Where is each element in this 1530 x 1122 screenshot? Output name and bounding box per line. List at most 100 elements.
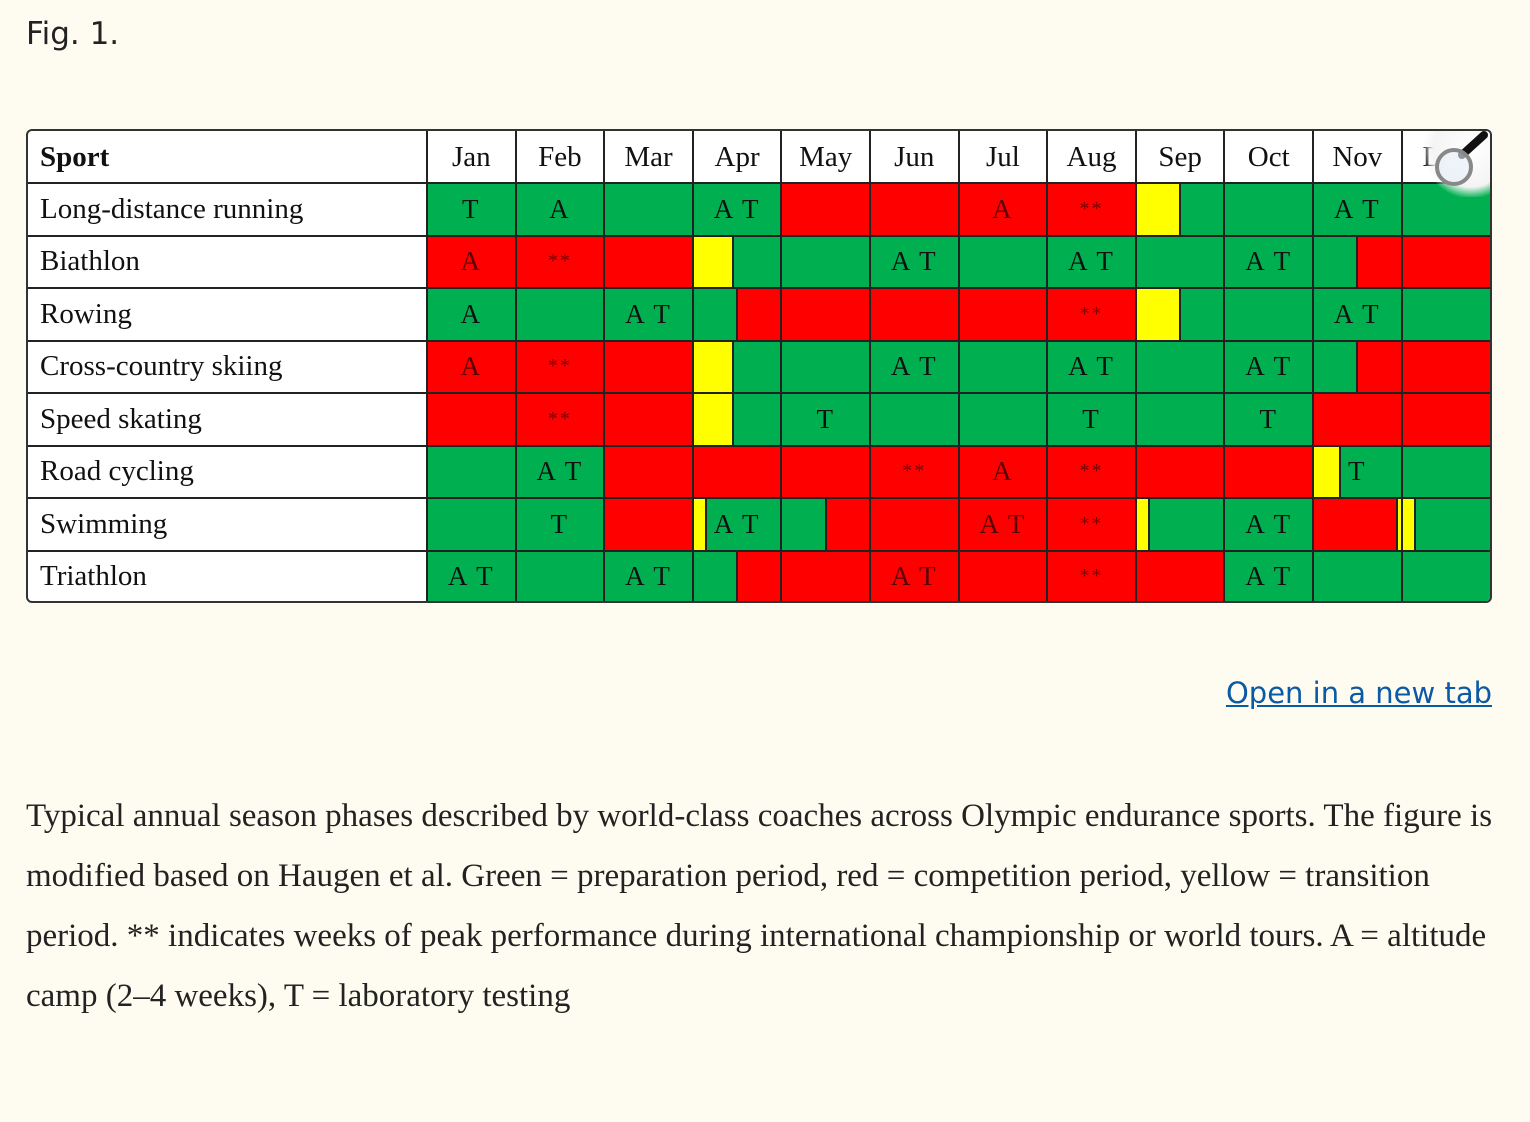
phase-segment [427, 550, 738, 601]
cell-marker: A T [713, 508, 761, 539]
cell-marker: T [816, 403, 835, 434]
header-month: Sep [1158, 140, 1202, 173]
phase-segment [737, 550, 1225, 601]
segment-divider [1413, 498, 1416, 551]
row-divider [28, 549, 1490, 552]
cell-marker: ** [1079, 302, 1104, 325]
row-divider [28, 182, 1490, 184]
segment-divider [1179, 183, 1182, 236]
phase-segment [427, 340, 693, 393]
magnifier-icon [1435, 131, 1488, 186]
row-divider [28, 287, 1490, 289]
segment-divider [731, 393, 734, 446]
segment-divider [1338, 445, 1341, 498]
cell-marker: A T [1333, 193, 1381, 224]
cell-marker: A [992, 193, 1014, 224]
phase-segment [692, 498, 707, 551]
header-month: Jan [451, 140, 491, 173]
phase-segment [1357, 340, 1490, 393]
column-divider [1400, 131, 1403, 601]
phase-segment [1149, 498, 1313, 551]
phase-segment [732, 340, 1358, 393]
row-divider [28, 234, 1490, 237]
header-month: Jun [894, 140, 935, 173]
row-label-sport: Swimming [40, 507, 168, 540]
cell-marker: A T [625, 298, 672, 329]
cell-marker: A [460, 298, 483, 329]
figure-label: Fig. 1. [26, 16, 120, 52]
header-month: Nov [1332, 140, 1383, 173]
cell-marker: A T [979, 508, 1027, 539]
cell-marker: ** [547, 407, 572, 430]
phase-segment [1135, 288, 1181, 341]
column-divider [1046, 131, 1049, 601]
column-divider [780, 131, 783, 601]
column-divider [514, 131, 517, 601]
header-month: Oct [1247, 140, 1290, 173]
phase-segment [825, 498, 1136, 551]
cell-marker: ** [1079, 512, 1104, 535]
row-divider [28, 497, 1490, 499]
row-divider [28, 444, 1490, 447]
row-divider [28, 339, 1490, 342]
row-label-sport: Speed skating [40, 402, 202, 435]
row-label-sport: Road cycling [40, 455, 194, 488]
row-label-sport: Cross-country skiing [40, 350, 283, 383]
row-label-sport: Triathlon [40, 560, 147, 593]
column-divider [426, 131, 428, 601]
column-divider [1134, 131, 1137, 601]
phase-segment [604, 498, 693, 551]
column-divider [869, 131, 871, 601]
header-month: Apr [714, 140, 760, 173]
cell-marker: A T [1245, 351, 1293, 382]
cell-marker: A [549, 193, 571, 224]
cell-marker: ** [547, 355, 572, 378]
season-phases-figure: SportJanFebMarAprMayJunJulAugSepOctNovDe… [26, 129, 1492, 603]
column-divider [691, 131, 694, 601]
header-month: Feb [538, 140, 582, 173]
cell-marker: ** [1079, 565, 1104, 588]
column-divider [1223, 131, 1226, 601]
cell-marker: T [1348, 456, 1367, 487]
cell-marker: ** [902, 460, 927, 483]
cell-marker: T [1082, 403, 1101, 434]
header-month: May [799, 140, 853, 173]
open-in-new-tab-link[interactable]: Open in a new tab [1225, 676, 1492, 710]
phase-segment [692, 340, 733, 393]
segment-divider [736, 550, 739, 601]
segment-divider [1148, 498, 1151, 551]
phase-segment [427, 235, 693, 288]
cell-marker: A [992, 456, 1014, 487]
cell-marker: A T [447, 561, 495, 592]
header-month: Jul [985, 140, 1020, 173]
phase-segment [1135, 498, 1150, 551]
phase-segment [692, 393, 733, 446]
cell-marker: ** [1079, 460, 1104, 483]
cell-marker: A T [713, 193, 761, 224]
cell-marker: A T [890, 246, 938, 277]
cell-marker: A T [1068, 351, 1115, 382]
cell-marker: A T [1333, 298, 1381, 329]
phase-segment [1357, 235, 1490, 288]
cell-marker: A T [625, 561, 672, 592]
cell-marker: A T [536, 456, 584, 487]
header-month: Aug [1066, 140, 1117, 173]
cell-marker: ** [1079, 197, 1104, 220]
phase-segment [1339, 445, 1490, 498]
cell-marker: A T [1245, 561, 1293, 592]
cell-marker: A T [890, 351, 938, 382]
row-divider [28, 392, 1490, 394]
cell-marker: A T [890, 561, 938, 592]
cell-marker: A [460, 246, 483, 277]
segment-divider [731, 235, 734, 288]
column-divider [603, 131, 606, 601]
phase-segment [1135, 183, 1181, 236]
segment-divider [824, 498, 827, 551]
row-label-sport: Rowing [40, 297, 132, 330]
cell-marker: T [462, 193, 481, 224]
phase-segment [732, 235, 1358, 288]
column-divider [1312, 131, 1314, 601]
zoom-button[interactable] [1422, 131, 1490, 197]
phase-segment [427, 288, 738, 341]
segment-divider [1356, 340, 1359, 393]
